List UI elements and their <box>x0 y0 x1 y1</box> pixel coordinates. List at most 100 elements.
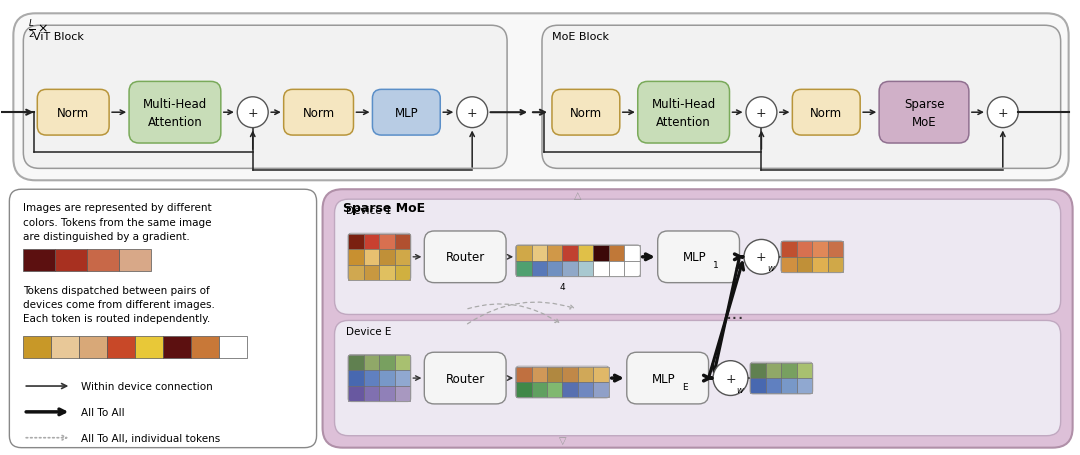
Bar <box>219 337 246 359</box>
Bar <box>531 261 546 277</box>
Bar <box>812 257 827 273</box>
Bar <box>563 367 578 382</box>
Bar <box>349 234 364 249</box>
Bar <box>79 337 107 359</box>
FancyBboxPatch shape <box>335 321 1061 436</box>
Text: Device 1: Device 1 <box>347 206 392 216</box>
Bar <box>546 367 563 382</box>
Bar <box>781 363 797 378</box>
Text: MoE: MoE <box>912 116 936 128</box>
Bar <box>546 261 563 277</box>
Bar <box>349 355 364 370</box>
Bar <box>563 382 578 398</box>
Bar <box>364 386 379 401</box>
FancyBboxPatch shape <box>323 190 1072 448</box>
FancyBboxPatch shape <box>424 232 507 283</box>
Bar <box>578 367 593 382</box>
Bar <box>751 363 766 378</box>
Bar <box>578 382 593 398</box>
Bar <box>609 261 624 277</box>
FancyBboxPatch shape <box>10 190 316 448</box>
Bar <box>516 261 531 277</box>
Bar <box>55 249 87 271</box>
Bar <box>135 337 163 359</box>
Bar <box>531 367 546 382</box>
FancyBboxPatch shape <box>626 353 708 404</box>
Circle shape <box>457 97 488 128</box>
Bar <box>364 355 379 370</box>
FancyBboxPatch shape <box>13 14 1068 181</box>
Bar <box>797 257 812 273</box>
FancyBboxPatch shape <box>638 82 729 144</box>
Bar <box>349 386 364 401</box>
Bar <box>797 378 812 394</box>
Text: MoE Block: MoE Block <box>552 32 609 42</box>
Bar <box>781 242 797 257</box>
Bar <box>379 234 395 249</box>
FancyBboxPatch shape <box>424 353 507 404</box>
Text: MLP: MLP <box>652 372 675 385</box>
Text: +: + <box>756 106 767 120</box>
Bar <box>781 257 797 273</box>
Bar <box>379 249 395 265</box>
Bar <box>379 265 395 280</box>
Bar <box>191 337 219 359</box>
Bar <box>379 355 395 370</box>
Bar <box>87 249 119 271</box>
FancyBboxPatch shape <box>284 90 353 136</box>
Text: Norm: Norm <box>570 106 602 120</box>
Bar <box>163 337 191 359</box>
Bar <box>609 246 624 261</box>
Bar <box>395 355 410 370</box>
Bar <box>349 265 364 280</box>
Bar <box>51 337 79 359</box>
Text: Device E: Device E <box>347 327 392 337</box>
Bar <box>24 249 55 271</box>
Bar <box>546 246 563 261</box>
Text: Sparse MoE: Sparse MoE <box>342 202 424 215</box>
Bar <box>364 249 379 265</box>
Text: MLP: MLP <box>683 251 706 264</box>
Text: All To All: All To All <box>81 407 125 417</box>
Bar <box>379 370 395 386</box>
Text: ViT Block: ViT Block <box>33 32 84 42</box>
Text: Multi-Head: Multi-Head <box>143 97 207 111</box>
Bar <box>349 249 364 265</box>
Text: ▽: ▽ <box>558 435 566 445</box>
Text: Sparse: Sparse <box>904 97 944 111</box>
Text: Router: Router <box>446 251 485 264</box>
Text: E: E <box>681 382 688 391</box>
Text: All To All, individual tokens: All To All, individual tokens <box>81 433 220 443</box>
Bar <box>119 249 151 271</box>
Text: +: + <box>998 106 1008 120</box>
Bar <box>578 246 593 261</box>
Bar <box>24 337 51 359</box>
Bar <box>516 367 531 382</box>
FancyBboxPatch shape <box>24 26 508 169</box>
Bar <box>395 234 410 249</box>
Bar <box>395 370 410 386</box>
Text: Norm: Norm <box>302 106 335 120</box>
Text: Norm: Norm <box>57 106 90 120</box>
Bar <box>624 261 639 277</box>
Bar <box>781 378 797 394</box>
FancyBboxPatch shape <box>38 90 109 136</box>
FancyBboxPatch shape <box>552 90 620 136</box>
FancyBboxPatch shape <box>542 26 1061 169</box>
Text: w: w <box>737 384 743 394</box>
Bar <box>546 382 563 398</box>
Bar <box>593 367 609 382</box>
Circle shape <box>987 97 1018 128</box>
Bar <box>516 382 531 398</box>
Bar <box>516 246 531 261</box>
Bar <box>364 265 379 280</box>
Text: Images are represented by different
colors. Tokens from the same image
are disti: Images are represented by different colo… <box>24 203 212 242</box>
Bar <box>107 337 135 359</box>
FancyBboxPatch shape <box>335 200 1061 315</box>
Bar <box>395 386 410 401</box>
Bar <box>593 382 609 398</box>
Bar <box>827 257 843 273</box>
Bar <box>827 242 843 257</box>
Bar <box>395 249 410 265</box>
Bar <box>766 378 781 394</box>
